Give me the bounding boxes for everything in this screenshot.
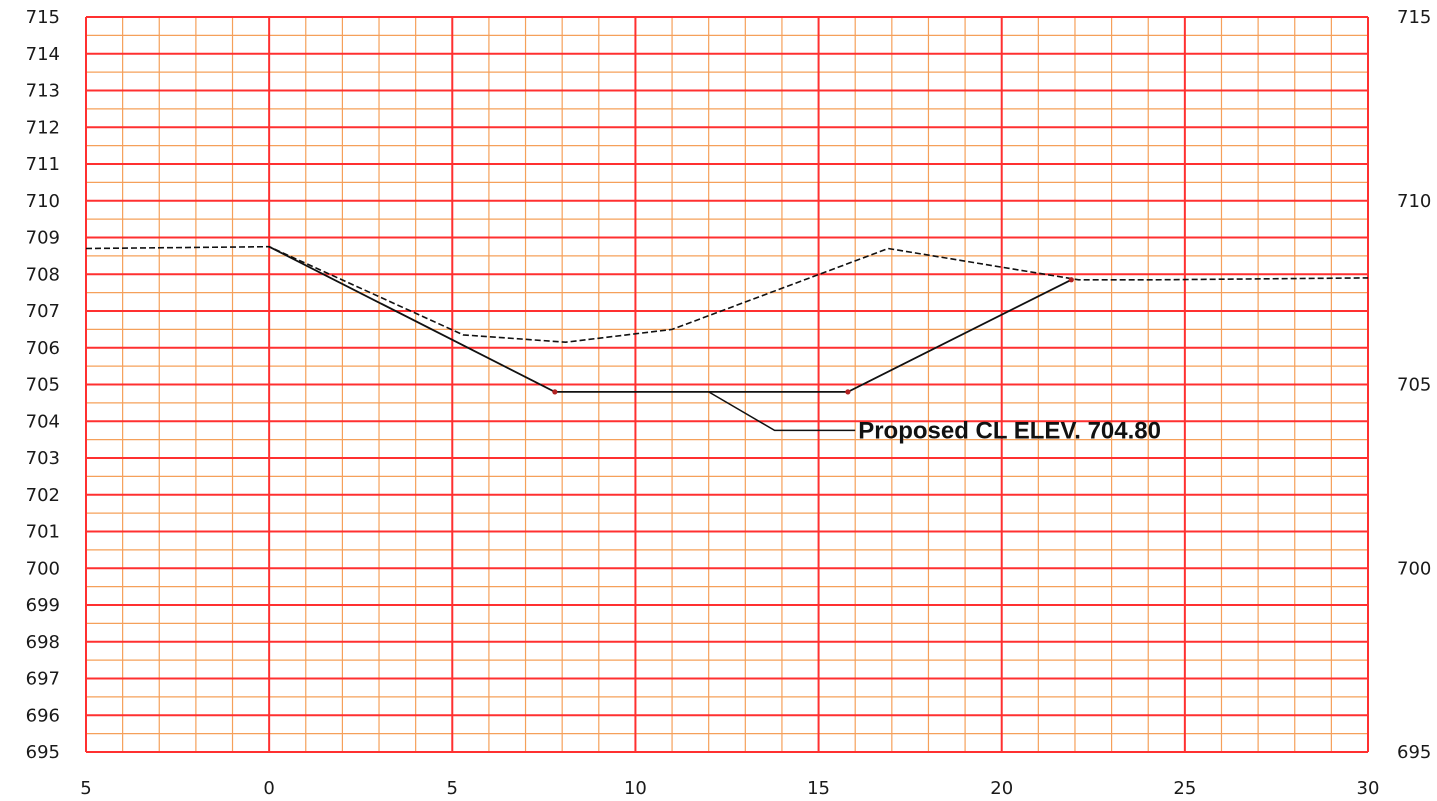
x-tick-label: 5 <box>447 778 458 799</box>
x-tick-label: 15 <box>807 778 830 799</box>
series-layer <box>85 245 1369 393</box>
left-y-tick-label: 701 <box>26 522 60 543</box>
annotation-leader-line <box>708 391 856 432</box>
right-y-tick-label: 705 <box>1397 375 1431 396</box>
right-y-tick-label: 715 <box>1397 7 1431 28</box>
annotation-label: Proposed CL ELEV. 704.80 <box>858 417 1161 444</box>
left-y-tick-label: 695 <box>26 742 60 763</box>
right-y-tick-label: 695 <box>1397 742 1431 763</box>
x-tick-label: 5 <box>80 778 91 799</box>
left-y-tick-label: 704 <box>26 411 60 432</box>
left-y-tick-label: 698 <box>26 632 60 653</box>
vertex-marker <box>845 389 851 395</box>
left-y-tick-label: 714 <box>26 44 60 65</box>
left-y-tick-label: 699 <box>26 595 60 616</box>
proposed-section-line <box>268 245 1072 393</box>
right-y-axis: 715 710 705 700 695 <box>1397 7 1431 763</box>
left-y-tick-label: 709 <box>26 228 60 249</box>
left-y-tick-label: 702 <box>26 485 60 506</box>
left-y-tick-label: 700 <box>26 558 60 579</box>
x-tick-label: 25 <box>1173 778 1196 799</box>
vertex-marker <box>552 389 558 395</box>
vertex-markers <box>552 277 1074 395</box>
x-tick-label: 20 <box>990 778 1013 799</box>
x-axis: 5 0 5 10 15 20 25 30 <box>80 778 1379 799</box>
left-y-tick-label: 705 <box>26 375 60 396</box>
left-y-tick-label: 708 <box>26 264 60 285</box>
right-y-tick-label: 710 <box>1397 191 1431 212</box>
left-y-tick-label: 706 <box>26 338 60 359</box>
left-y-tick-label: 710 <box>26 191 60 212</box>
right-y-tick-label: 700 <box>1397 558 1431 579</box>
left-y-tick-label: 703 <box>26 448 60 469</box>
left-y-tick-label: 697 <box>26 669 60 690</box>
vertex-marker <box>1068 277 1074 283</box>
left-y-tick-label: 712 <box>26 117 60 138</box>
left-y-tick-label: 707 <box>26 301 60 322</box>
left-y-tick-label: 696 <box>26 705 60 726</box>
x-tick-label: 30 <box>1357 778 1380 799</box>
existing-ground-line <box>85 245 1369 344</box>
left-y-tick-label: 711 <box>26 154 60 175</box>
x-tick-label: 0 <box>263 778 274 799</box>
left-y-axis: 715 714 713 712 711 710 709 708 707 706 705 704 703 7… <box>26 7 60 763</box>
left-y-tick-label: 715 <box>26 7 60 28</box>
x-tick-label: 10 <box>624 778 647 799</box>
left-y-tick-label: 713 <box>26 81 60 102</box>
major-grid <box>85 16 1369 753</box>
annotation-layer: Proposed CL ELEV. 704.80 <box>708 391 1161 444</box>
